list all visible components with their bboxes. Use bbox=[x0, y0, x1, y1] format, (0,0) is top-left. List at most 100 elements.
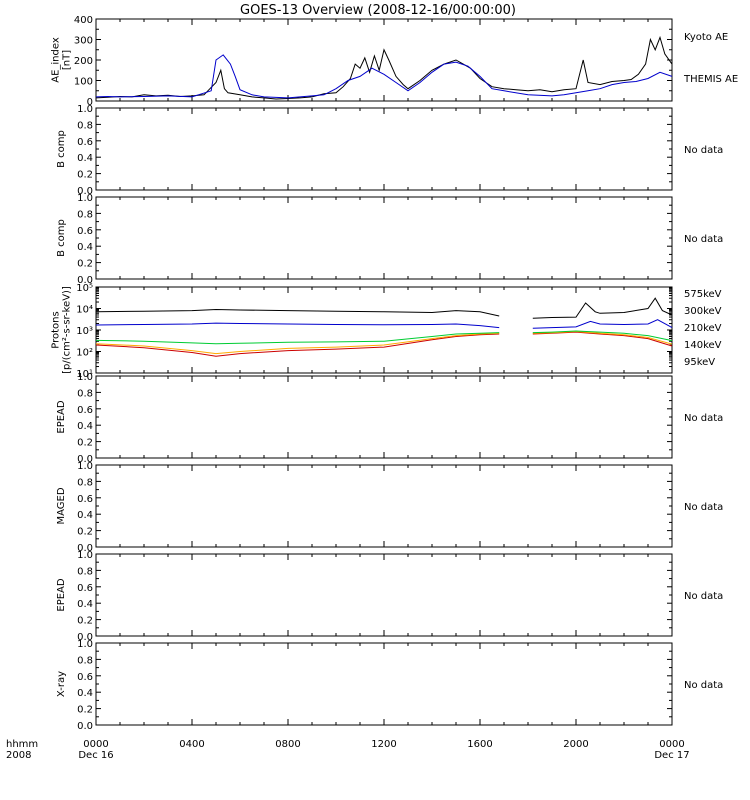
y-tick-label: 1.0 bbox=[77, 193, 93, 204]
legend-entry: 575keV bbox=[684, 289, 722, 300]
x-tick-label: 0000 bbox=[83, 739, 108, 750]
series-line-575kev bbox=[532, 331, 673, 347]
y-tick-label: 1.0 bbox=[77, 550, 93, 561]
y-tick-label: 10¹ bbox=[76, 369, 93, 380]
y-tick-label: 0.6 bbox=[77, 672, 93, 683]
y-tick-label: 0.0 bbox=[77, 632, 93, 643]
y-tick-label: 200 bbox=[74, 56, 93, 67]
no-data-label: No data bbox=[684, 413, 723, 424]
y-axis-label: EPEAD bbox=[56, 578, 67, 612]
panel-maged: 0.0 0.2 0.4 0.6 0.8 1.0 MAGED No data bbox=[56, 461, 723, 554]
legend-entry: THEMIS AE bbox=[683, 74, 738, 85]
y-tick-label: 1.0 bbox=[77, 639, 93, 650]
y-axis-label: B comp bbox=[56, 130, 67, 168]
y-tick-label: 0 bbox=[87, 97, 93, 108]
y-tick-label: 0.6 bbox=[77, 583, 93, 594]
series-line-300kev bbox=[532, 330, 673, 345]
y-tick-label: 0.2 bbox=[77, 705, 93, 716]
legend-entry: 300keV bbox=[684, 306, 722, 317]
no-data-label: No data bbox=[684, 145, 723, 156]
y-tick-label: 0.6 bbox=[77, 137, 93, 148]
series-line-themis-ae bbox=[95, 54, 673, 99]
x-tick-label: 0000 bbox=[659, 739, 684, 750]
y-tick-label: 0.2 bbox=[77, 170, 93, 181]
panel-frame bbox=[95, 286, 673, 374]
y-tick-label: 0.4 bbox=[77, 688, 93, 699]
panel-frame bbox=[95, 464, 673, 548]
panel-epead1: 0.0 0.2 0.4 0.6 0.8 1.0 EPEAD No data bbox=[56, 372, 723, 465]
y-tick-label: 10³ bbox=[76, 326, 93, 337]
y-axis-label: B comp bbox=[56, 219, 67, 257]
x-tick-label: 0800 bbox=[275, 739, 300, 750]
y-tick-label: 0.8 bbox=[77, 655, 93, 666]
panel-frame bbox=[95, 375, 673, 459]
y-tick-label: 0.4 bbox=[77, 242, 93, 253]
y-tick-label: 0.2 bbox=[77, 616, 93, 627]
y-tick-label: 0.4 bbox=[77, 510, 93, 521]
y-axis-label: [nT] bbox=[62, 50, 73, 70]
no-data-label: No data bbox=[684, 680, 723, 691]
x-tick-sublabel: Dec 17 bbox=[654, 750, 689, 761]
panel-frame bbox=[95, 18, 673, 102]
x-tick-label: 2000 bbox=[563, 739, 588, 750]
y-tick-label: 1.0 bbox=[77, 372, 93, 383]
series-line-140kev bbox=[95, 322, 500, 329]
y-axis-label: EPEAD bbox=[56, 400, 67, 434]
series-line-140kev bbox=[532, 319, 673, 329]
y-tick-label: 0.0 bbox=[77, 721, 93, 732]
figure-title: GOES-13 Overview (2008-12-16/00:00:00) bbox=[240, 3, 516, 18]
panel-frame bbox=[95, 107, 673, 191]
y-axis-label: AE_index bbox=[51, 37, 62, 83]
x-tick-label: 0400 bbox=[179, 739, 204, 750]
panel-stack: 0 100 200 300 400 AE_index [nT] Kyoto AE THEMIS … bbox=[51, 15, 739, 732]
y-tick-label: 0.0 bbox=[77, 454, 93, 465]
panel-protons: 10¹ 10² 10³ 10⁴ 10⁵ Protons [p/(cm²-s-sr-keV)]… bbox=[51, 283, 722, 380]
y-axis-label: MAGED bbox=[56, 487, 67, 524]
no-data-label: No data bbox=[684, 234, 723, 245]
y-tick-label: 0.0 bbox=[77, 543, 93, 554]
panel-xray: 0.0 0.2 0.4 0.6 0.8 1.0 X-ray No data bbox=[56, 639, 723, 732]
y-tick-label: 0.8 bbox=[77, 566, 93, 577]
series-line-95kev bbox=[95, 308, 500, 317]
y-tick-label: 0.8 bbox=[77, 388, 93, 399]
y-tick-label: 400 bbox=[74, 15, 93, 26]
panel-epead2: 0.0 0.2 0.4 0.6 0.8 1.0 EPEAD No data bbox=[56, 550, 723, 643]
y-tick-label: 0.8 bbox=[77, 477, 93, 488]
panel-bcomp2: 0.0 0.2 0.4 0.6 0.8 1.0 B comp No data bbox=[56, 193, 723, 286]
y-tick-label: 1.0 bbox=[77, 104, 93, 115]
x-row-label: hhmm bbox=[6, 739, 38, 750]
series-line-575kev bbox=[95, 333, 500, 357]
x-row-label: 2008 bbox=[6, 750, 31, 761]
y-tick-label: 100 bbox=[74, 77, 93, 88]
y-tick-label: 0.4 bbox=[77, 599, 93, 610]
y-tick-label: 0.0 bbox=[77, 186, 93, 197]
y-tick-label: 0.6 bbox=[77, 494, 93, 505]
y-tick-label: 0.2 bbox=[77, 259, 93, 270]
y-tick-label: 0.2 bbox=[77, 438, 93, 449]
panel-frame bbox=[95, 196, 673, 280]
y-tick-label: 0.6 bbox=[77, 226, 93, 237]
panel-ae: 0 100 200 300 400 AE_index [nT] Kyoto AE THEMIS … bbox=[51, 15, 739, 108]
y-axis-label: Protons bbox=[51, 311, 62, 348]
y-tick-label: 0.8 bbox=[77, 120, 93, 131]
y-tick-label: 0.0 bbox=[77, 275, 93, 286]
legend-entry: 95keV bbox=[684, 357, 715, 368]
legend-entry: 210keV bbox=[684, 323, 722, 334]
x-tick-label: 1600 bbox=[467, 739, 492, 750]
y-tick-label: 0.4 bbox=[77, 153, 93, 164]
y-tick-label: 0.6 bbox=[77, 405, 93, 416]
panel-frame bbox=[95, 553, 673, 637]
series-line-kyoto-ae bbox=[95, 35, 673, 100]
y-axis-label: X-ray bbox=[56, 671, 67, 697]
y-tick-label: 300 bbox=[74, 36, 93, 47]
x-tick-label: 1200 bbox=[371, 739, 396, 750]
legend-entry: 140keV bbox=[684, 340, 722, 351]
y-tick-label: 1.0 bbox=[77, 461, 93, 472]
no-data-label: No data bbox=[684, 591, 723, 602]
legend-entry: Kyoto AE bbox=[684, 32, 728, 43]
y-tick-label: 0.2 bbox=[77, 527, 93, 538]
panel-frame bbox=[95, 642, 673, 726]
panel-bcomp1: 0.0 0.2 0.4 0.6 0.8 1.0 B comp No data bbox=[56, 104, 723, 197]
